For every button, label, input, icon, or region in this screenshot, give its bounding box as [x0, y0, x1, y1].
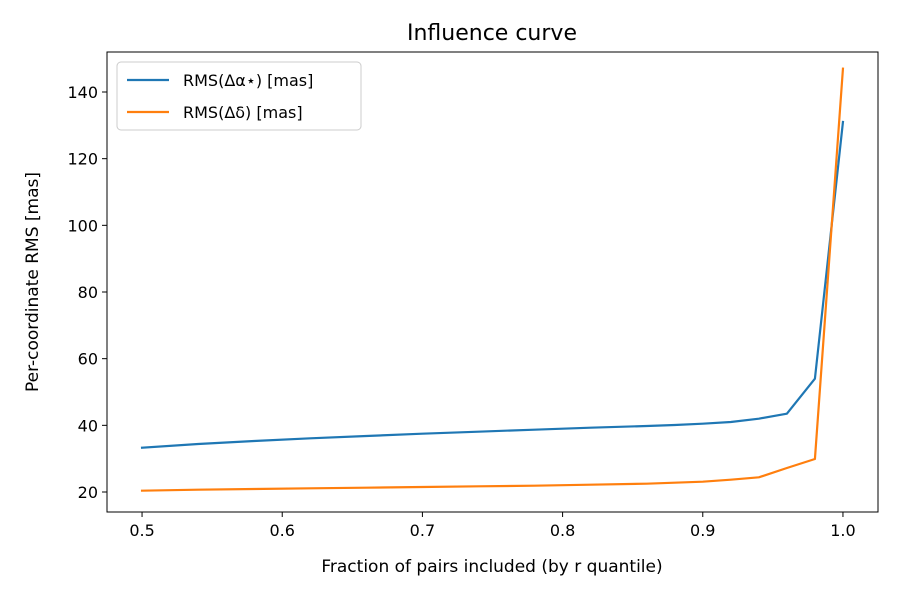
- legend-box: [116, 61, 362, 131]
- y-tick-label: 120: [67, 150, 98, 169]
- y-tick-label: 40: [78, 416, 98, 435]
- legend-label-1: RMS(Δδ) [mas]: [183, 103, 303, 122]
- y-tick-label: 60: [78, 350, 98, 369]
- plot-area-frame: [106, 51, 879, 513]
- y-tick-label: 100: [67, 216, 98, 235]
- series-layer: [140, 67, 845, 492]
- chart-title: Influence curve: [407, 21, 577, 46]
- x-axis-label: Fraction of pairs included (by r quantil…: [321, 557, 662, 577]
- series-line-1: [140, 67, 845, 492]
- legend: RMS(Δα⋆) [mas] RMS(Δδ) [mas]: [116, 61, 362, 131]
- y-axis: 20 40 60 80 100 120 140: [67, 83, 107, 502]
- y-tick-label: 80: [78, 283, 98, 302]
- x-tick-label: 0.7: [410, 521, 435, 540]
- series-line-0: [140, 120, 845, 449]
- y-axis-label: Per-coordinate RMS [mas]: [23, 172, 43, 392]
- y-tick-label: 140: [67, 83, 98, 102]
- x-tick-label: 1.0: [830, 521, 855, 540]
- y-tick-label: 20: [78, 483, 98, 502]
- x-tick-label: 0.8: [550, 521, 575, 540]
- x-tick-label: 0.9: [690, 521, 715, 540]
- x-tick-label: 0.5: [129, 521, 154, 540]
- x-tick-label: 0.6: [270, 521, 295, 540]
- legend-label-0: RMS(Δα⋆) [mas]: [183, 71, 313, 90]
- x-axis: 0.5 0.6 0.7 0.8 0.9 1.0: [129, 512, 856, 540]
